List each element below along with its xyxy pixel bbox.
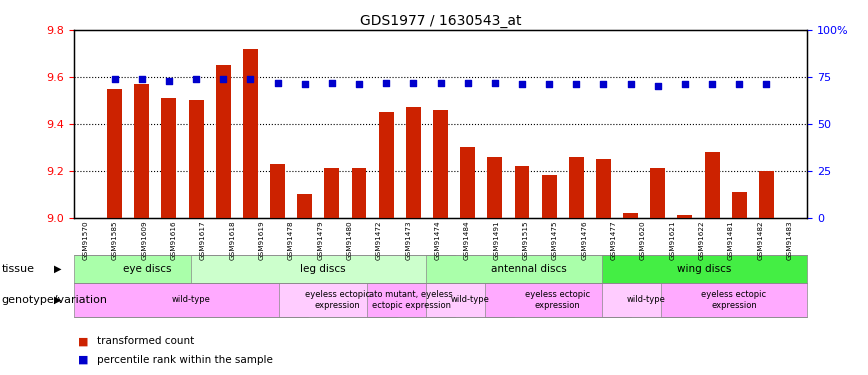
Point (624, 81, 638, 87)
Point (108, 76, 122, 82)
Bar (188, 100, 203, 218)
Point (406, 80, 420, 86)
Title: GDS1977 / 1630543_at: GDS1977 / 1630543_at (359, 13, 522, 28)
Point (678, 81, 692, 87)
Bar (542, 176, 556, 217)
Bar (487, 157, 503, 218)
Bar (325, 168, 339, 217)
Point (542, 81, 556, 87)
Text: GSM91609: GSM91609 (141, 220, 148, 260)
Bar (515, 166, 529, 218)
Bar (270, 164, 285, 218)
Text: GSM91472: GSM91472 (376, 220, 382, 260)
Text: transformed count: transformed count (97, 336, 194, 346)
Text: GSM91478: GSM91478 (288, 220, 293, 260)
Text: eyeless ectopic
expression: eyeless ectopic expression (701, 290, 766, 310)
Text: GSM91620: GSM91620 (640, 220, 646, 260)
Text: GSM91570: GSM91570 (82, 220, 89, 260)
Bar (135, 84, 149, 218)
Text: eye discs: eye discs (123, 264, 171, 274)
Point (733, 81, 746, 87)
Bar (569, 157, 584, 218)
Text: GSM91482: GSM91482 (757, 220, 763, 260)
Text: eyeless ectopic
expression: eyeless ectopic expression (306, 290, 371, 310)
Bar (460, 147, 475, 218)
Point (189, 76, 203, 82)
Bar (161, 98, 176, 218)
Bar (216, 65, 231, 218)
Bar (596, 159, 611, 218)
Text: tissue: tissue (2, 264, 35, 274)
Text: GSM91475: GSM91475 (552, 220, 558, 260)
Point (461, 80, 475, 86)
Text: GSM91515: GSM91515 (523, 220, 529, 260)
Bar (297, 194, 312, 217)
Text: GSM91479: GSM91479 (317, 220, 323, 260)
Text: leg discs: leg discs (300, 264, 346, 274)
Bar (705, 152, 720, 217)
Text: eyeless ectopic
expression: eyeless ectopic expression (525, 290, 590, 310)
Text: GSM91477: GSM91477 (610, 220, 616, 260)
Bar (406, 107, 421, 218)
Bar (678, 215, 693, 217)
Bar (433, 110, 448, 218)
Point (705, 81, 719, 87)
Text: GSM91483: GSM91483 (786, 220, 792, 260)
Point (352, 81, 366, 87)
Point (216, 76, 230, 82)
Text: genotype/variation: genotype/variation (2, 295, 108, 305)
Text: GSM91484: GSM91484 (464, 220, 470, 260)
Point (596, 81, 610, 87)
Text: ▶: ▶ (54, 295, 62, 305)
Text: ▶: ▶ (54, 264, 62, 274)
Point (488, 80, 502, 86)
Text: GSM91585: GSM91585 (112, 220, 118, 260)
Point (135, 76, 148, 82)
Text: GSM91474: GSM91474 (435, 220, 440, 260)
Point (651, 83, 665, 89)
Bar (378, 112, 394, 218)
Point (162, 78, 176, 84)
Text: GSM91619: GSM91619 (259, 220, 265, 260)
Point (271, 80, 285, 86)
Text: GSM91491: GSM91491 (493, 220, 499, 260)
Bar (732, 192, 746, 217)
Text: GSM91618: GSM91618 (229, 220, 235, 260)
Text: wild-type: wild-type (450, 296, 490, 304)
Bar (243, 49, 258, 217)
Text: percentile rank within the sample: percentile rank within the sample (97, 355, 273, 365)
Bar (650, 168, 665, 217)
Point (379, 80, 393, 86)
Text: ato mutant, eyeless
ectopic expression: ato mutant, eyeless ectopic expression (369, 290, 453, 310)
Text: wild-type: wild-type (627, 296, 665, 304)
Text: ■: ■ (78, 336, 89, 346)
Text: GSM91617: GSM91617 (200, 220, 206, 260)
Bar (623, 213, 638, 217)
Text: GSM91476: GSM91476 (582, 220, 587, 260)
Text: GSM91621: GSM91621 (669, 220, 675, 260)
Bar (107, 88, 122, 218)
Text: GSM91622: GSM91622 (699, 220, 705, 260)
Bar (352, 168, 366, 217)
Point (325, 80, 339, 86)
Text: ■: ■ (78, 355, 89, 365)
Point (433, 80, 448, 86)
Text: GSM91480: GSM91480 (346, 220, 352, 260)
Text: GSM91616: GSM91616 (170, 220, 176, 260)
Text: GSM91473: GSM91473 (405, 220, 411, 260)
Text: wing discs: wing discs (677, 264, 732, 274)
Text: antennal discs: antennal discs (490, 264, 567, 274)
Point (760, 81, 773, 87)
Point (515, 81, 529, 87)
Text: wild-type: wild-type (172, 296, 211, 304)
Text: GSM91481: GSM91481 (728, 220, 733, 260)
Point (298, 81, 312, 87)
Point (243, 76, 257, 82)
Bar (759, 171, 774, 217)
Point (569, 81, 583, 87)
